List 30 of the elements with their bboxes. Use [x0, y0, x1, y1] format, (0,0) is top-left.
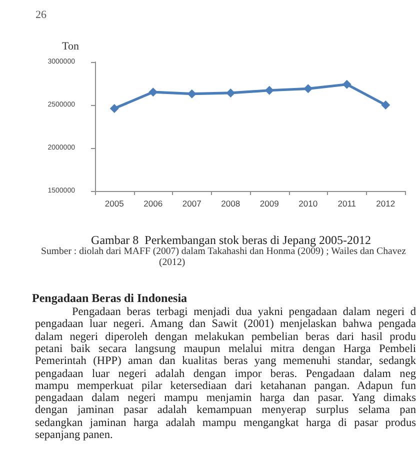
text: petani baik secara langsung maupun melalui mitra dengan Harga Pembeli	[35, 342, 416, 356]
text: Sumber : diolah dari MAFF (2007) dalam Takahashi dan Honma (2009) ; Wailes dan Chavez (2012)	[41, 246, 407, 268]
x-tick-label: 2006	[144, 198, 163, 208]
text: sepanjang panen.	[35, 429, 114, 442]
text: Pengadaan beras terbagi menjadi dua yakni pengadaan dalam negeri d	[72, 306, 416, 319]
x-tick-label: 2008	[221, 198, 240, 208]
text: sedangkan jaminan harga adalah mampu mengangkat harga di pasar produs	[35, 416, 416, 430]
text: 26	[34, 9, 48, 21]
x-tick-label: 2012	[376, 198, 396, 208]
point	[342, 80, 352, 89]
text: Pemerintah (HPP) aman dan kualitas beras yang memenuhi standar, sedangk	[35, 355, 416, 368]
x-tick-label: 2009	[260, 198, 280, 208]
x-tick-label: 2010	[298, 198, 318, 208]
point	[110, 104, 119, 113]
point	[381, 100, 390, 110]
text: pengadaan luar negeri. Amang dan Sawit (2001) menjelaskan bahwa pengada	[35, 318, 416, 332]
text: Gambar 8 Perkembangan stok beras di Jepang 2005-2012	[90, 233, 372, 247]
y-axis-title: Ton	[62, 40, 80, 52]
x-tick-label: 2005	[104, 198, 124, 208]
text: dalam negeri diperoleh dengan melakukan pembelian beras dari hasil produ	[35, 330, 416, 344]
text: pengadaan luar negeri adalah dengan impor beras. Pengadaan dalam neg	[35, 368, 416, 380]
text: Pengadaan Beras di Indonesia	[32, 291, 188, 305]
text: pengadaan dalam negeri mampu menjamin harga dan pasar. Yang dimaks	[35, 392, 416, 405]
text: dengan jaminan pasar adalah kemampuan menyerap surplus selama pan	[35, 404, 416, 418]
text: mampu memperkuat pilar ketersediaan dari ketahanan pangan. Adapun fun	[35, 380, 416, 393]
point	[187, 89, 196, 98]
x-tick-label: 2007	[182, 198, 202, 208]
x-tick-label: 2011	[338, 198, 356, 208]
point	[264, 86, 274, 95]
point	[304, 84, 313, 94]
